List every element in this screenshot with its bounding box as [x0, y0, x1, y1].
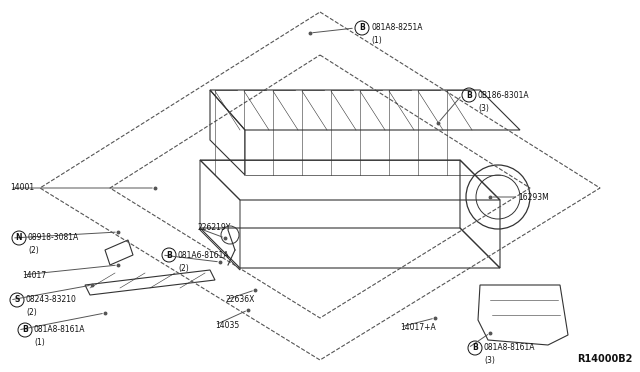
Text: 14017+A: 14017+A [400, 323, 436, 331]
Text: N: N [16, 234, 22, 243]
Text: 14017: 14017 [22, 270, 46, 279]
Text: S: S [14, 295, 20, 305]
Text: 14001: 14001 [10, 183, 34, 192]
Text: (2): (2) [26, 308, 36, 317]
Text: (3): (3) [484, 356, 495, 366]
Text: 081A8-8161A: 081A8-8161A [34, 326, 86, 334]
Text: 08918-3081A: 08918-3081A [28, 234, 79, 243]
Text: B: B [22, 326, 28, 334]
Text: 081A8-8251A: 081A8-8251A [371, 23, 422, 32]
Text: (2): (2) [178, 263, 189, 273]
Text: (1): (1) [34, 339, 45, 347]
Text: 16293M: 16293M [518, 192, 548, 202]
Text: 22636X: 22636X [225, 295, 254, 305]
Text: 081A6-8161A: 081A6-8161A [178, 250, 230, 260]
Text: 081A8-8161A: 081A8-8161A [484, 343, 536, 353]
Text: (1): (1) [371, 36, 381, 45]
Text: 226219Y: 226219Y [198, 224, 232, 232]
Text: 0B186-8301A: 0B186-8301A [478, 90, 530, 99]
Text: (3): (3) [478, 103, 489, 112]
Text: B: B [359, 23, 365, 32]
Text: (2): (2) [28, 247, 39, 256]
Text: 14035: 14035 [215, 321, 239, 330]
Text: 08243-83210: 08243-83210 [26, 295, 77, 305]
Text: B: B [466, 90, 472, 99]
Text: B: B [166, 250, 172, 260]
Text: B: B [472, 343, 478, 353]
Text: R14000B2: R14000B2 [577, 354, 632, 364]
